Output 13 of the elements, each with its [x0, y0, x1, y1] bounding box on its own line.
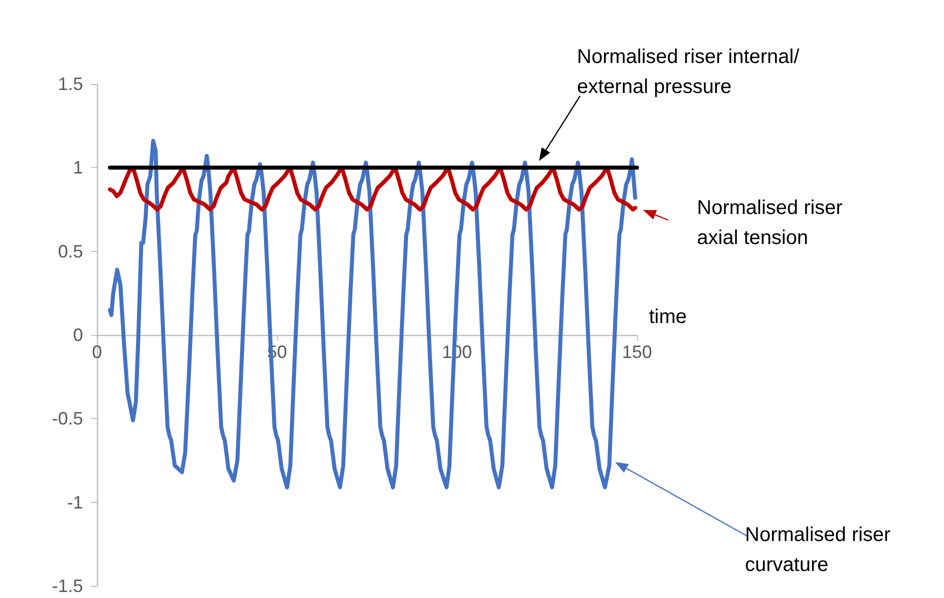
x-axis-title: time	[649, 306, 687, 328]
y-tick-label: -1.5	[52, 576, 83, 596]
text: Normalised riser axial tension	[697, 197, 848, 249]
y-tick-label: -0.5	[52, 408, 83, 429]
x-tick-label: 150	[622, 342, 652, 362]
y-tick-label: -1	[66, 492, 83, 512]
y-tick-label: 1.5	[58, 74, 83, 94]
text: Normalised riser curvature	[745, 524, 896, 576]
y-tick-label: 0	[72, 325, 83, 345]
y-tick-label: 0.5	[58, 241, 83, 262]
annotation: Normalised riser internal/external pressure	[577, 46, 800, 98]
x-tick-label: 0	[92, 342, 102, 362]
y-tick-label: 1	[72, 158, 83, 178]
